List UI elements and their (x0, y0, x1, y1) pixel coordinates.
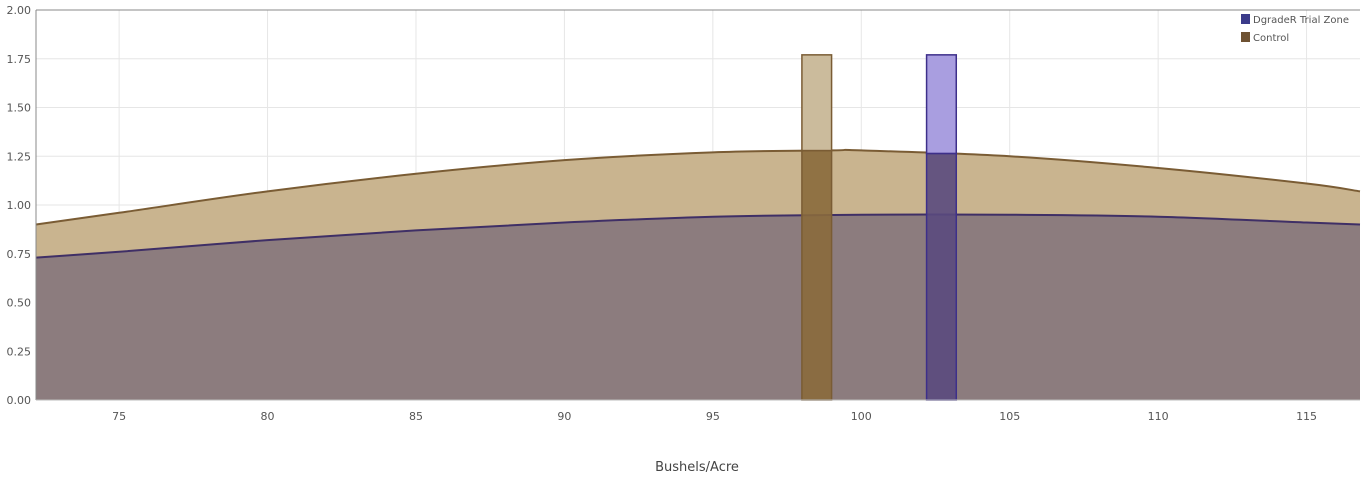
x-tick-labels: 75 80 85 90 95 100 105 110 115 (112, 410, 1317, 423)
legend-label-control: Control (1253, 33, 1289, 44)
x-tick-label: 100 (851, 410, 872, 423)
x-tick-label: 90 (557, 410, 571, 423)
x-tick-label: 95 (706, 410, 720, 423)
legend-swatch-control (1241, 32, 1250, 42)
y-tick-label: 0.25 (7, 345, 32, 358)
x-axis-title: Bushels/Acre (655, 460, 739, 475)
area-series (35, 148, 1361, 400)
axes (35, 9, 1360, 401)
dgrader-trial-zone-line (35, 213, 1361, 259)
y-tick-label: 0.00 (7, 394, 32, 407)
dgrader-trial-zone-marker-upper (925, 54, 958, 155)
x-tick-label: 115 (1296, 410, 1317, 423)
y-tick-labels: 0.00 0.25 0.50 0.75 1.00 1.25 1.50 1.75 2.00 (7, 4, 32, 407)
y-tick-label: 1.25 (7, 150, 32, 163)
legend-swatch-dgrader-trial-zone (1241, 14, 1250, 24)
y-tick-label: 2.00 (7, 4, 32, 17)
y-tick-label: 1.75 (7, 53, 32, 66)
dgrader-trial-zone-marker-lower (925, 152, 958, 401)
dgrader-trial-zone-area (36, 214, 1360, 400)
control-line (35, 148, 1361, 226)
legend: DgradeR Trial Zone Control (1241, 14, 1349, 44)
y-tick-label: 1.50 (7, 102, 32, 115)
marker-bars (801, 54, 958, 401)
y-tick-label: 0.75 (7, 248, 32, 261)
x-tick-label: 110 (1148, 410, 1169, 423)
y-tick-label: 0.50 (7, 297, 32, 310)
x-tick-label: 105 (999, 410, 1020, 423)
control-marker-upper (801, 54, 833, 152)
y-tick-label: 1.00 (7, 199, 32, 212)
legend-label-dgrader-trial-zone: DgradeR Trial Zone (1253, 15, 1349, 26)
x-tick-label: 80 (261, 410, 275, 423)
x-tick-label: 85 (409, 410, 423, 423)
x-tick-label: 75 (112, 410, 126, 423)
control-marker-lower (801, 149, 833, 401)
